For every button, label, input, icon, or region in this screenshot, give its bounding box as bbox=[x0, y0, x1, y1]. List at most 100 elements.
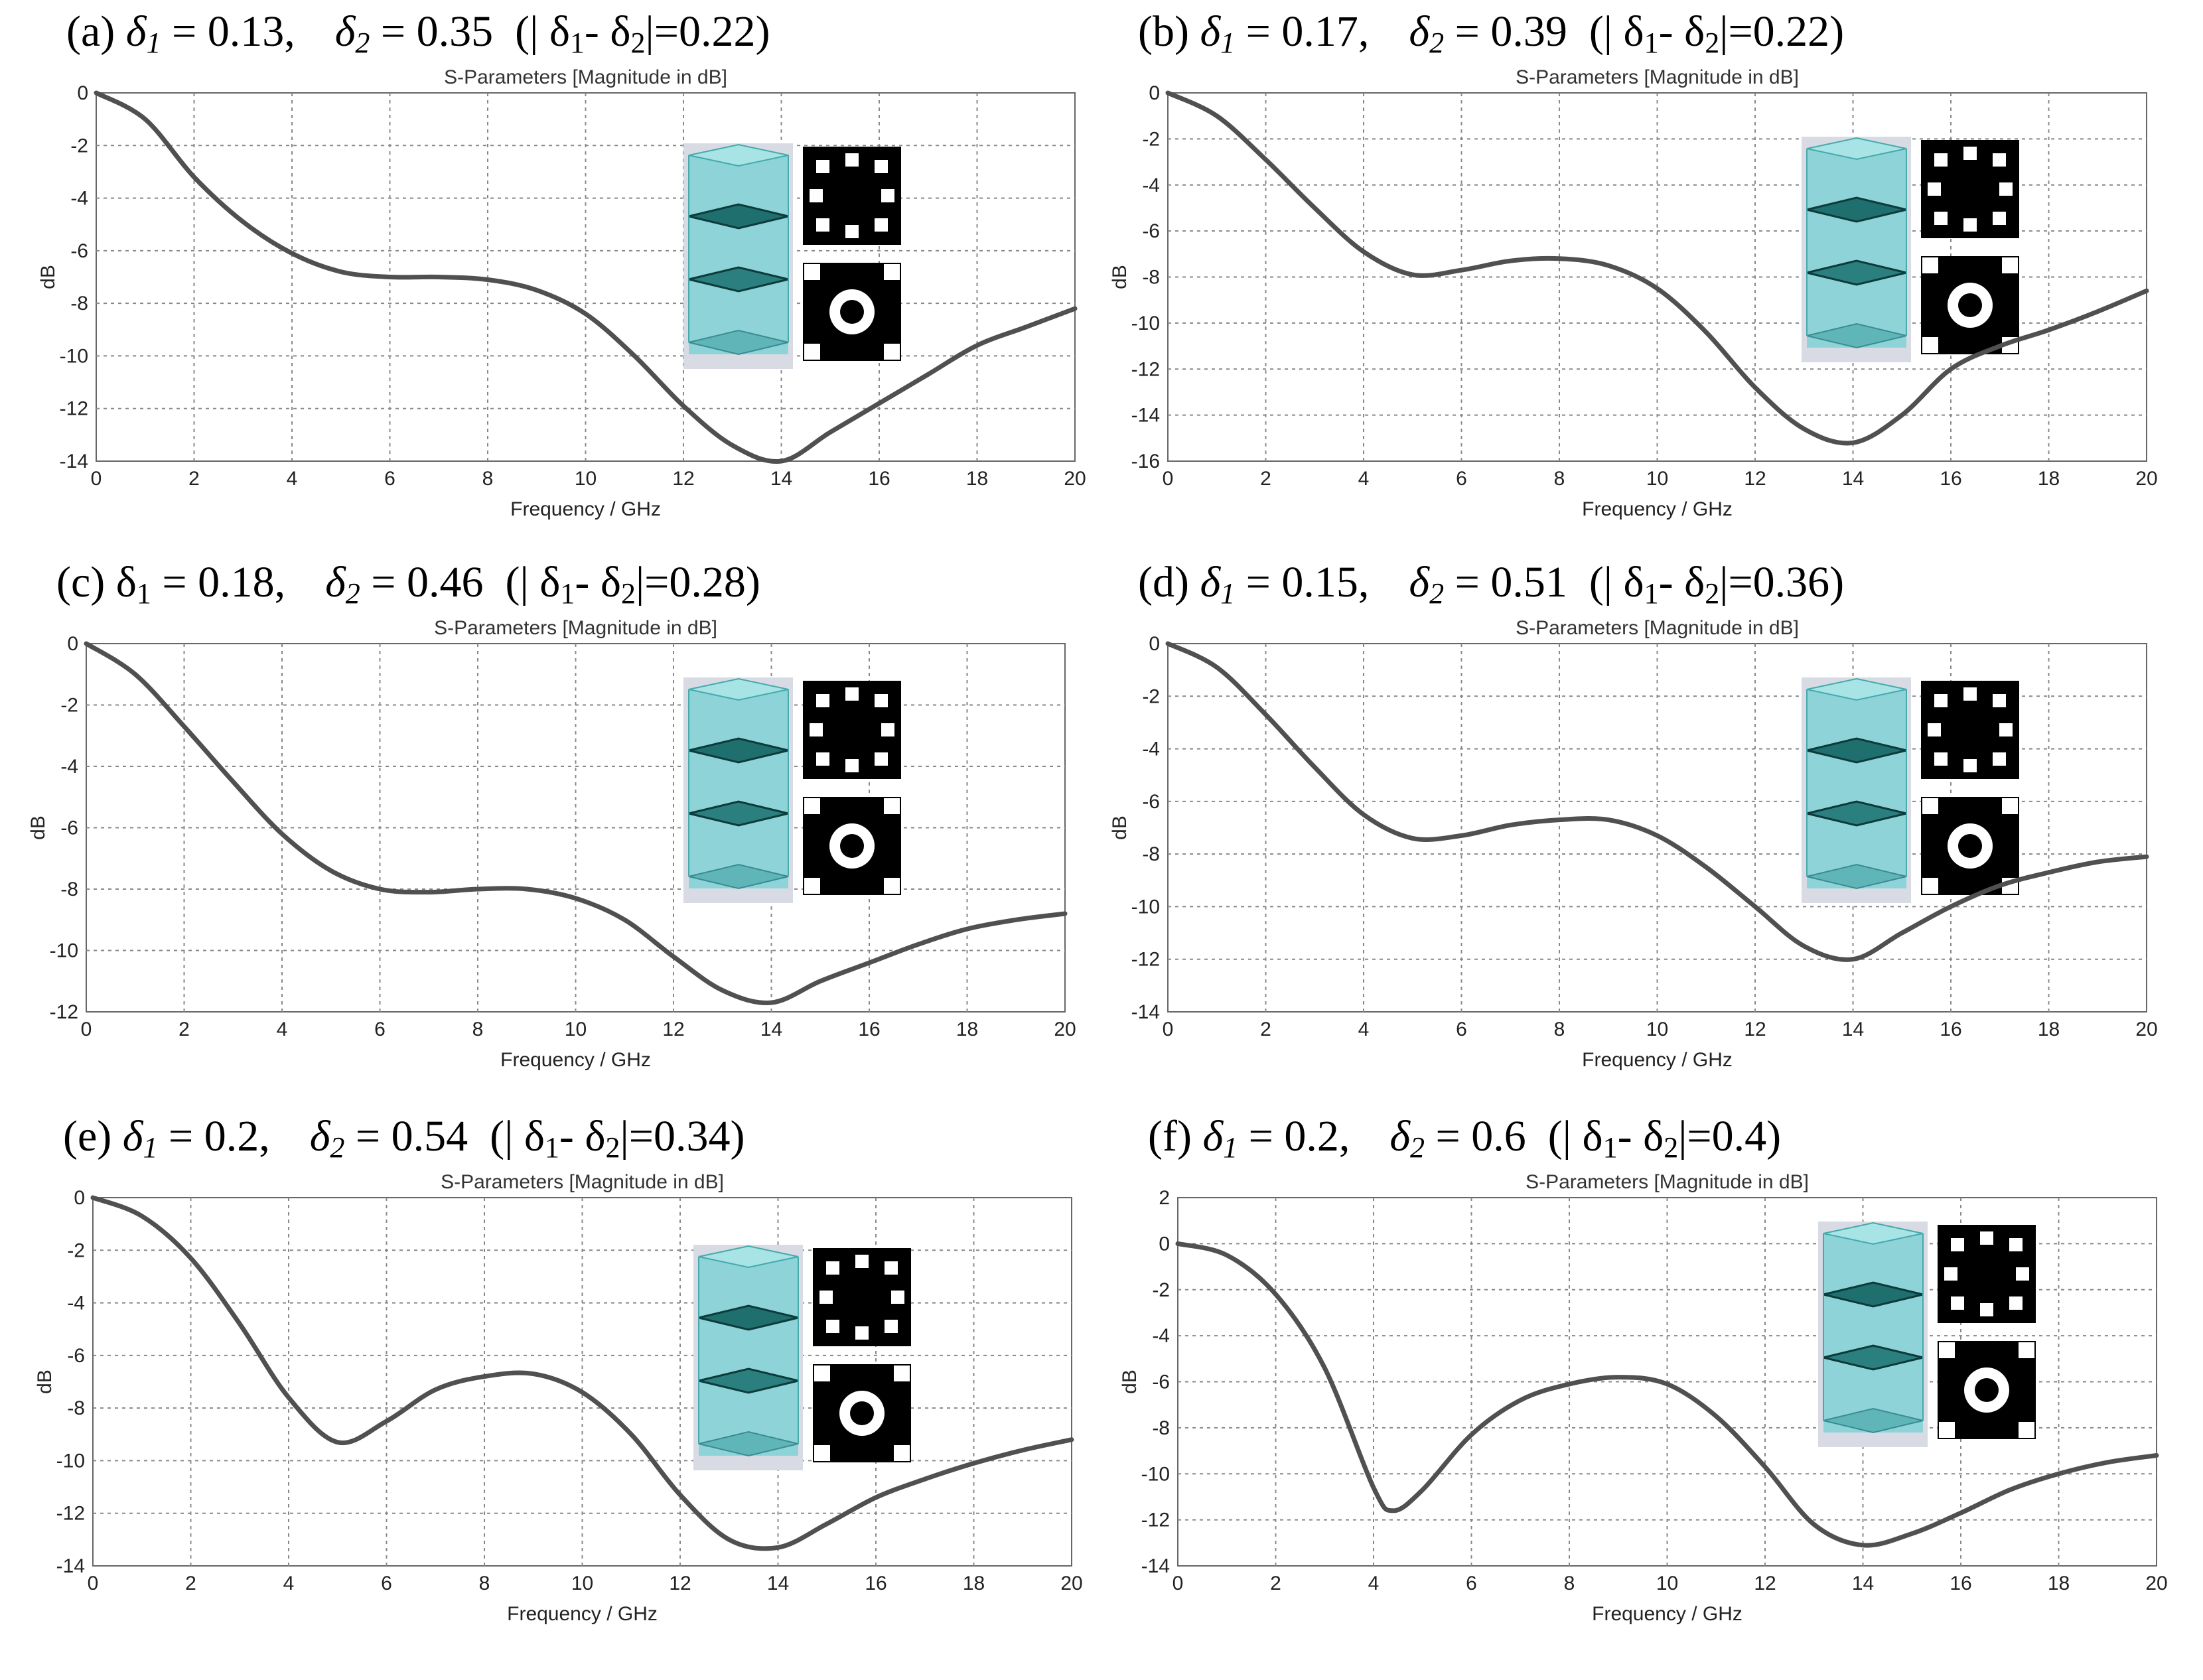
series-line-s11 bbox=[1165, 90, 2149, 446]
y-tick-label: -2 bbox=[70, 135, 88, 157]
metasurface-pattern-icon bbox=[803, 147, 901, 245]
x-tick-label: 8 bbox=[472, 1018, 484, 1040]
y-tick-label: 0 bbox=[1149, 633, 1160, 655]
x-tick-label: 18 bbox=[966, 468, 988, 490]
s-parameter-chart: S-Parameters [Magnitude in dB] 0 2 4 6 8 10 12 1… bbox=[37, 66, 1086, 520]
metasurface-pattern-icon bbox=[1938, 1341, 2036, 1439]
x-tick-label: 12 bbox=[672, 468, 694, 490]
x-tick-label: 8 bbox=[1554, 468, 1565, 490]
x-tick-label: 14 bbox=[760, 1018, 782, 1040]
y-tick-label: -12 bbox=[1131, 949, 1160, 971]
y-tick-label: -6 bbox=[1142, 220, 1160, 242]
metasurface-pattern-icon bbox=[803, 681, 901, 779]
x-tick-label: 10 bbox=[1646, 1018, 1668, 1040]
delta-diff: =0.28) bbox=[644, 558, 760, 606]
series-line-s11 bbox=[1165, 641, 2149, 962]
metasurface-pattern-icon bbox=[1921, 681, 2019, 779]
x-tick-label: 10 bbox=[1656, 1573, 1678, 1594]
x-tick-label: 16 bbox=[865, 1573, 887, 1594]
x-tick-label: 18 bbox=[963, 1573, 985, 1594]
y-tick-label: -10 bbox=[1131, 313, 1160, 334]
x-tick-label: 18 bbox=[2038, 468, 2060, 490]
x-tick-label: 14 bbox=[1842, 468, 1864, 490]
y-tick-label: -4 bbox=[60, 756, 78, 778]
x-tick-label: 2 bbox=[1260, 468, 1271, 490]
unit-cell-inset bbox=[1818, 1222, 2036, 1447]
chart-title: S-Parameters [Magnitude in dB] bbox=[441, 1171, 724, 1193]
caption: (a) δ1 = 0.13, δ2 = 0.35 (| δ1- δ2|=0.22) bbox=[66, 7, 770, 59]
y-tick-label: -2 bbox=[1152, 1279, 1170, 1301]
metasurface-pattern-icon bbox=[1921, 256, 2019, 354]
y-tick-label: 0 bbox=[1149, 82, 1160, 104]
y-tick-label: -14 bbox=[1131, 405, 1160, 427]
x-tick-label: 16 bbox=[868, 468, 890, 490]
panel-c: (c) δ1 = 0.18, δ2 = 0.46 (| δ1- δ2|=0.28)… bbox=[27, 551, 1118, 1101]
chart-title: S-Parameters [Magnitude in dB] bbox=[434, 617, 717, 639]
s-parameter-chart: S-Parameters [Magnitude in dB] 0 2 4 6 8 10 12 1… bbox=[1109, 617, 2158, 1071]
y-tick-label: -4 bbox=[70, 188, 88, 210]
x-axis-label: Frequency / GHz bbox=[1582, 498, 1733, 520]
x-tick-label: 4 bbox=[277, 1018, 288, 1040]
x-tick-label: 8 bbox=[1554, 1018, 1565, 1040]
y-tick-label: -2 bbox=[60, 695, 78, 717]
metasurface-pattern-icon bbox=[803, 263, 901, 361]
y-tick-label: -8 bbox=[70, 293, 88, 315]
panel-d: (d) δ1 = 0.15, δ2 = 0.51 (| δ1- δ2|=0.36)… bbox=[1109, 551, 2200, 1101]
y-tick-label: -6 bbox=[67, 1345, 85, 1367]
delta2-value: 0.46 bbox=[407, 558, 484, 606]
x-tick-label: 20 bbox=[2135, 468, 2157, 490]
x-tick-label: 16 bbox=[858, 1018, 880, 1040]
x-tick-label: 8 bbox=[482, 468, 494, 490]
series-line-s11 bbox=[1175, 1241, 2159, 1548]
caption: (b) δ1 = 0.17, δ2 = 0.39 (| δ1- δ2|=0.22) bbox=[1138, 7, 1845, 59]
y-tick-label: -10 bbox=[56, 1450, 85, 1472]
y-tick-label: 0 bbox=[1159, 1233, 1170, 1255]
x-tick-label: 6 bbox=[384, 468, 395, 490]
metasurface-pattern-icon bbox=[813, 1248, 911, 1346]
x-tick-label: 12 bbox=[1754, 1573, 1776, 1594]
x-tick-label: 0 bbox=[1163, 1018, 1174, 1040]
delta2-value: 0.51 bbox=[1490, 558, 1567, 606]
metasurface-pattern-icon bbox=[1938, 1225, 2036, 1323]
y-tick-label: -10 bbox=[60, 345, 88, 367]
y-tick-label: -12 bbox=[1131, 358, 1160, 380]
delta1-value: 0.17 bbox=[1281, 7, 1358, 56]
metasurface-pattern-icon bbox=[1921, 140, 2019, 238]
x-tick-label: 14 bbox=[770, 468, 792, 490]
chart-title: S-Parameters [Magnitude in dB] bbox=[444, 66, 727, 88]
y-tick-label: -8 bbox=[1142, 843, 1160, 865]
x-tick-label: 2 bbox=[188, 468, 200, 490]
y-tick-label: -14 bbox=[1131, 1001, 1160, 1023]
x-tick-label: 14 bbox=[1852, 1573, 1874, 1594]
y-tick-label: -10 bbox=[50, 940, 78, 962]
x-tick-label: 12 bbox=[1744, 468, 1766, 490]
x-tick-label: 4 bbox=[1368, 1573, 1380, 1594]
x-tick-label: 4 bbox=[287, 468, 298, 490]
delta1-value: 0.15 bbox=[1281, 558, 1358, 606]
x-tick-label: 2 bbox=[178, 1018, 190, 1040]
x-tick-label: 4 bbox=[1358, 1018, 1370, 1040]
x-tick-label: 20 bbox=[2135, 1018, 2157, 1040]
x-axis-label: Frequency / GHz bbox=[510, 498, 661, 520]
x-tick-label: 6 bbox=[1466, 1573, 1477, 1594]
x-tick-label: 10 bbox=[1646, 468, 1668, 490]
y-tick-label: -8 bbox=[60, 878, 78, 900]
y-tick-label: -6 bbox=[70, 240, 88, 262]
y-axis-label: dB bbox=[27, 815, 49, 840]
stacked-cell-model-icon bbox=[683, 143, 793, 369]
delta1-value: 0.13 bbox=[207, 7, 285, 56]
stacked-cell-model-icon bbox=[693, 1245, 803, 1470]
delta-diff: =0.36) bbox=[1728, 558, 1845, 606]
x-tick-label: 8 bbox=[1564, 1573, 1575, 1594]
x-axis-label: Frequency / GHz bbox=[500, 1049, 651, 1071]
y-axis-label: dB bbox=[37, 265, 59, 289]
x-tick-label: 2 bbox=[1270, 1573, 1281, 1594]
x-tick-label: 12 bbox=[669, 1573, 691, 1594]
y-axis-label: dB bbox=[1119, 1369, 1141, 1394]
y-tick-label: -14 bbox=[1141, 1555, 1170, 1577]
delta2-value: 0.6 bbox=[1471, 1112, 1526, 1160]
delta1-value: 0.2 bbox=[204, 1112, 259, 1160]
unit-cell-inset bbox=[1802, 137, 2019, 362]
y-tick-label: -8 bbox=[1152, 1417, 1170, 1439]
delta-diff: =0.22) bbox=[1728, 7, 1845, 56]
